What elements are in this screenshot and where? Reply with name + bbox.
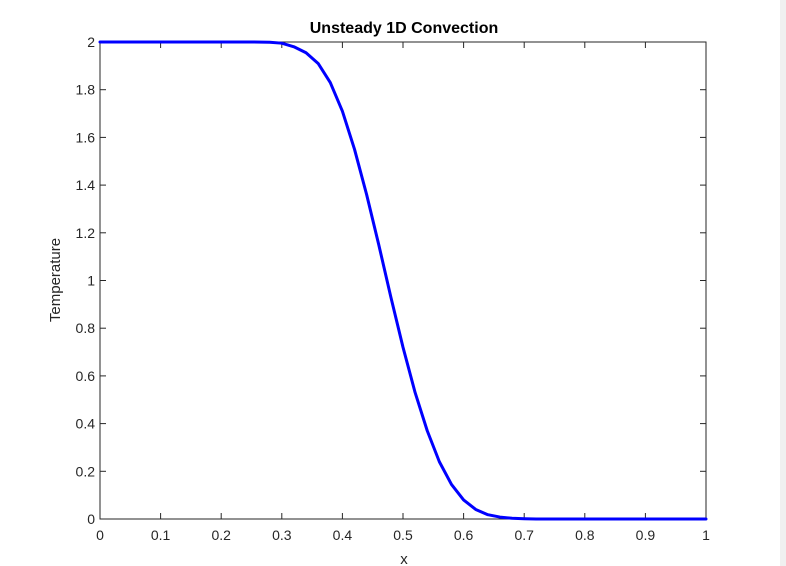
y-tick-label: 1 bbox=[87, 273, 95, 289]
x-tick-label: 0.7 bbox=[514, 527, 534, 543]
y-tick-label: 0.8 bbox=[76, 320, 96, 336]
x-tick-label: 0 bbox=[96, 527, 104, 543]
window-edge-strip bbox=[780, 0, 786, 566]
x-tick-label: 0.9 bbox=[636, 527, 656, 543]
y-tick-label: 1.4 bbox=[76, 177, 96, 193]
x-axis-label: x bbox=[400, 551, 408, 566]
y-tick-label: 0.4 bbox=[76, 416, 96, 432]
y-tick-label: 1.6 bbox=[76, 129, 96, 145]
y-tick-label: 0 bbox=[87, 511, 95, 527]
x-tick-label: 0.8 bbox=[575, 527, 595, 543]
series-line bbox=[98, 40, 708, 521]
plot-area: 0 0.1 0.2 0.3 0.4 0.5 0.6 0.7 0.8 0.9 1 0 0.2 0.4 0.6 0… bbox=[76, 34, 711, 543]
x-tick-label: 0.1 bbox=[151, 527, 171, 543]
x-tick-label: 0.3 bbox=[272, 527, 292, 543]
y-tick-label: 0.6 bbox=[76, 368, 96, 384]
x-tick-label: 0.4 bbox=[333, 527, 353, 543]
y-tick-label: 1.2 bbox=[76, 225, 96, 241]
y-tick-label: 2 bbox=[87, 34, 95, 50]
x-tick-label: 1 bbox=[702, 527, 710, 543]
x-tick-label: 0.2 bbox=[211, 527, 231, 543]
y-axis-label: Temperature bbox=[47, 238, 64, 322]
y-tick-label: 1.8 bbox=[76, 82, 96, 98]
y-tick-label: 0.2 bbox=[76, 463, 96, 479]
chart-title: Unsteady 1D Convection bbox=[310, 20, 498, 37]
x-tick-label: 0.6 bbox=[454, 527, 474, 543]
x-tick-label: 0.5 bbox=[393, 527, 413, 543]
